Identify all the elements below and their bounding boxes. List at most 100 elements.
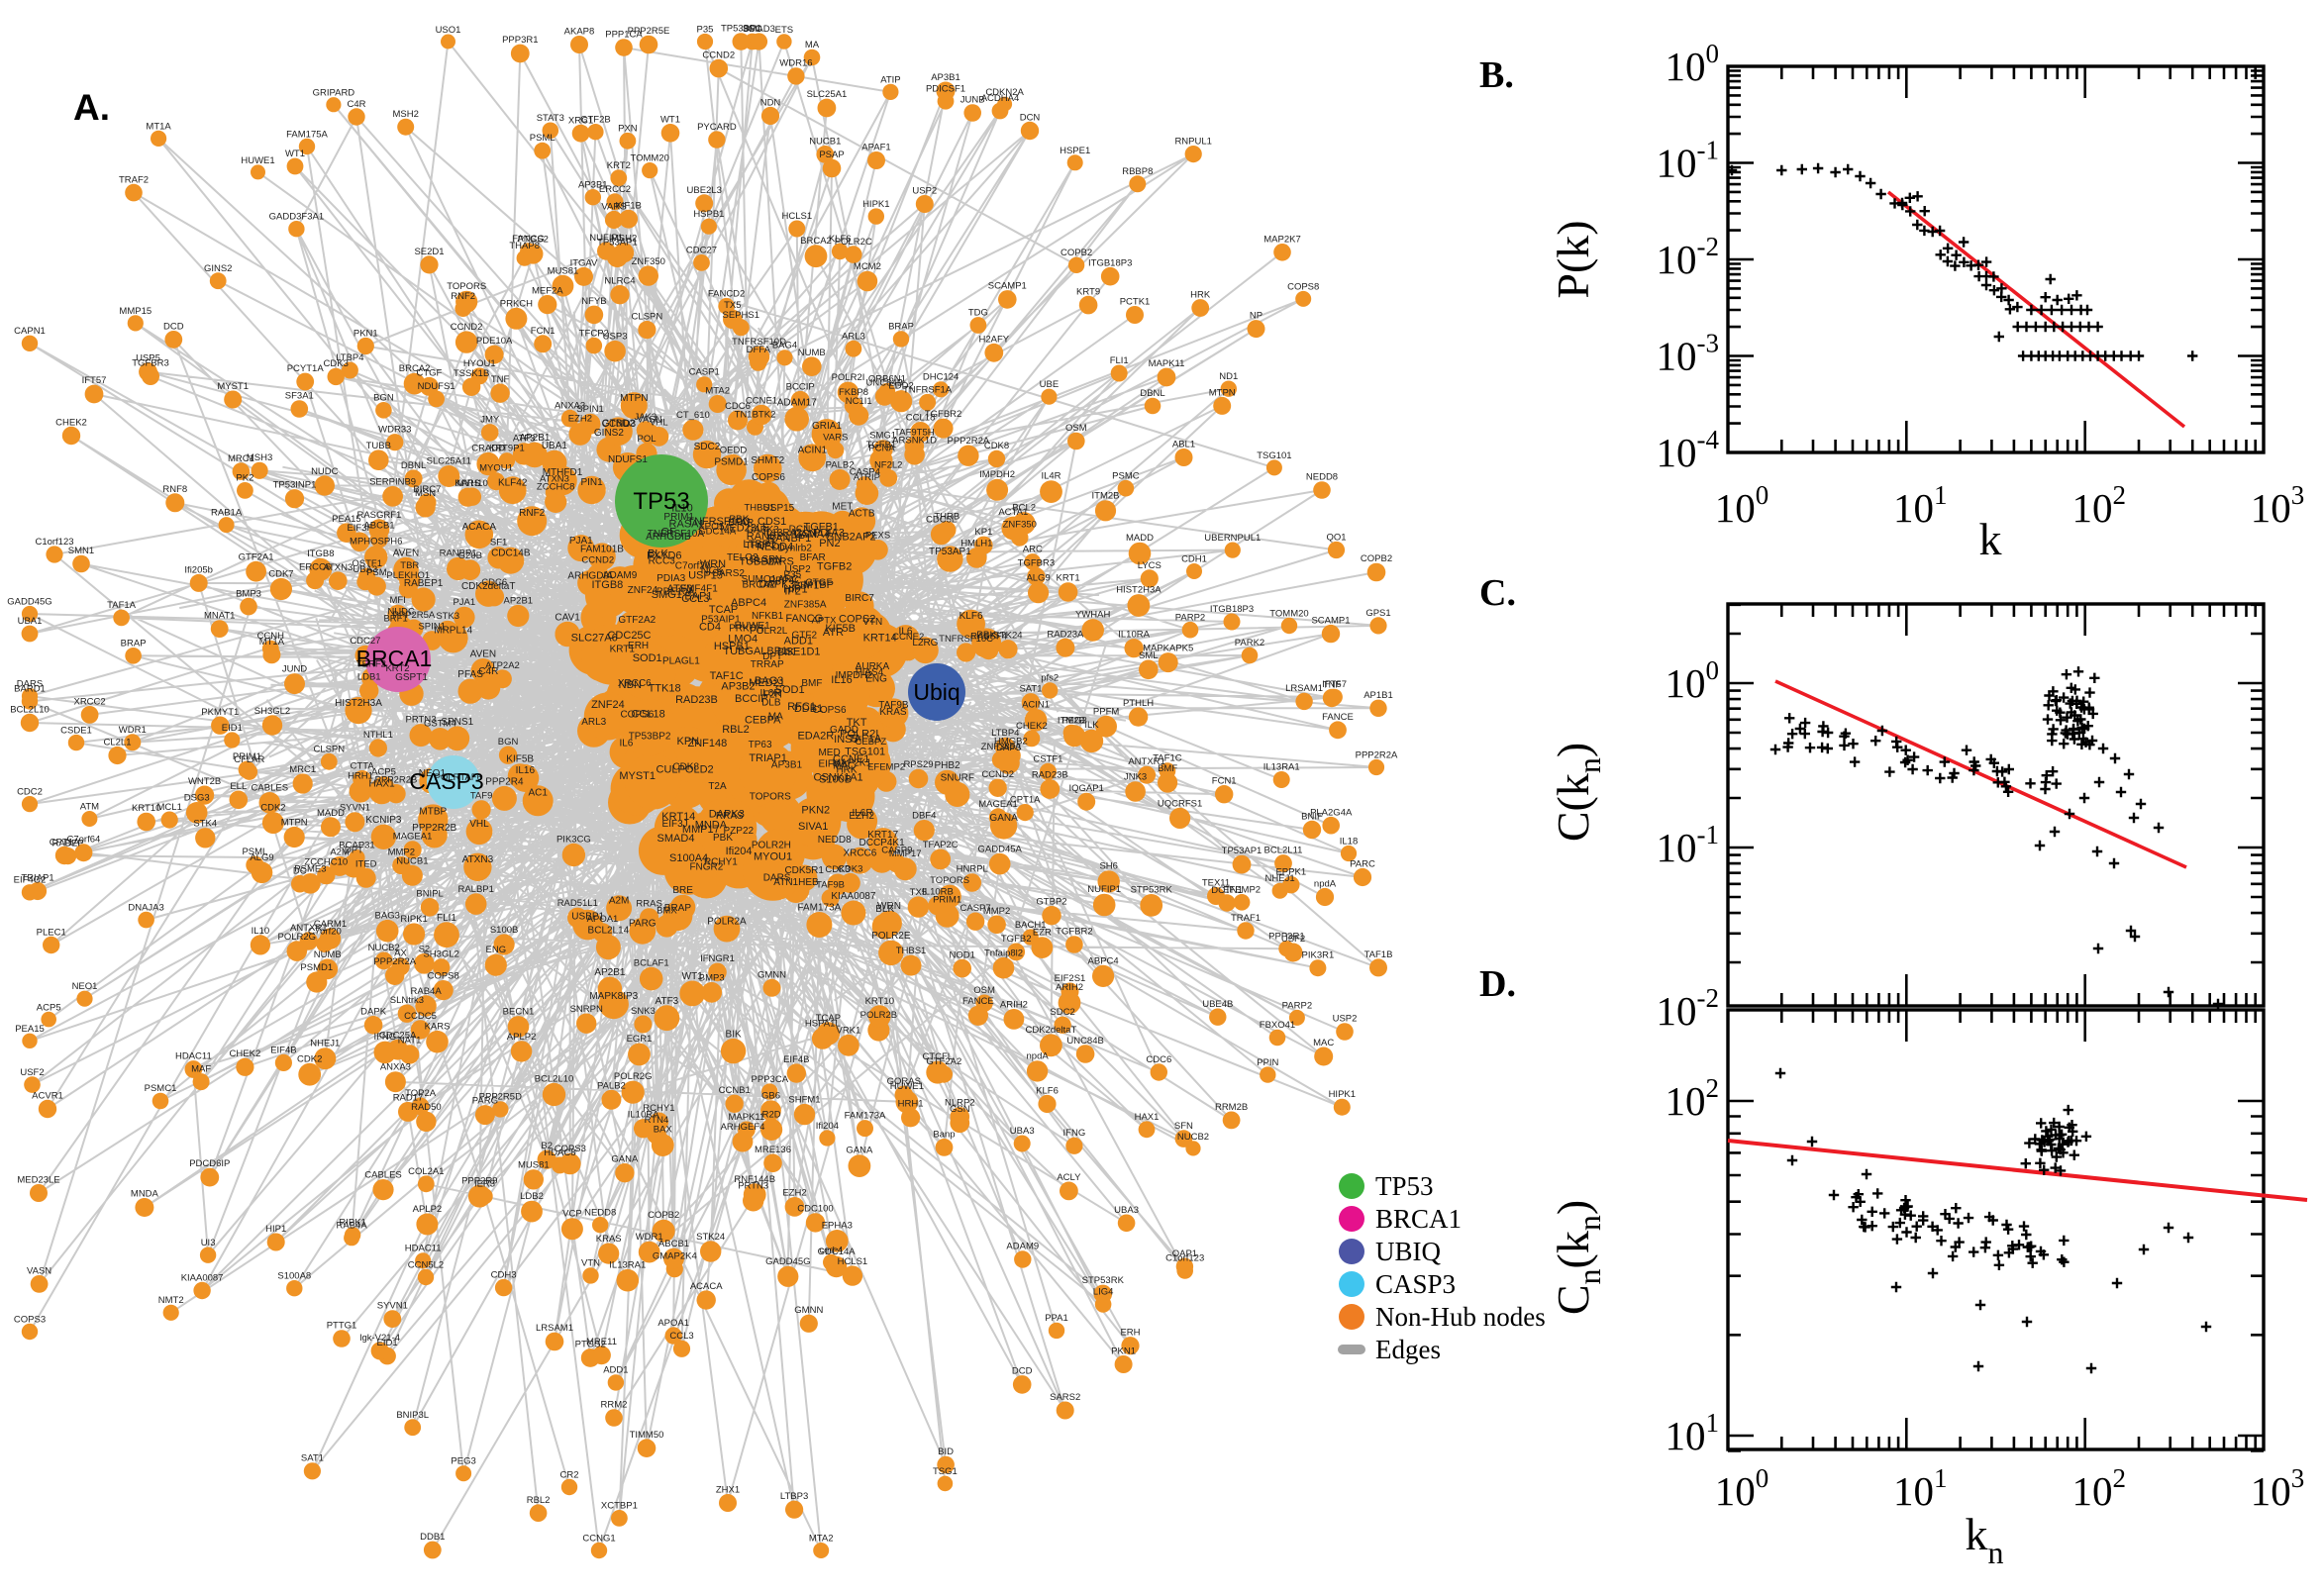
svg-text:CTCFL: CTCFL: [922, 1051, 953, 1062]
svg-text:IL13RA1: IL13RA1: [1263, 762, 1300, 773]
svg-text:CDC25A: CDC25A: [379, 1030, 417, 1041]
svg-text:NCK: NCK: [701, 565, 725, 577]
svg-text:CDK3: CDK3: [324, 358, 349, 369]
svg-text:HSPA1L: HSPA1L: [805, 1018, 841, 1029]
svg-text:MNDA: MNDA: [695, 819, 728, 831]
svg-text:A2M: A2M: [609, 896, 630, 907]
svg-text:CCNE2: CCNE2: [892, 632, 924, 643]
svg-text:NEO1: NEO1: [72, 981, 98, 992]
svg-text:PRIM1: PRIM1: [933, 894, 961, 905]
svg-text:XRCC2: XRCC2: [73, 697, 105, 708]
svg-text:ACP5: ACP5: [37, 1002, 61, 1013]
svg-text:BNIF: BNIF: [1301, 811, 1323, 822]
svg-text:HUWE1: HUWE1: [890, 1081, 924, 1092]
svg-text:TUBB: TUBB: [366, 441, 391, 451]
svg-text:KRT1: KRT1: [1057, 573, 1080, 584]
svg-text:ITGB18P3: ITGB18P3: [1088, 258, 1132, 269]
svg-text:MAP2K1: MAP2K1: [833, 758, 872, 769]
svg-text:TAF1A: TAF1A: [107, 600, 137, 611]
svg-text:PARP2: PARP2: [1282, 1000, 1312, 1011]
svg-text:USP5: USP5: [136, 353, 160, 364]
svg-text:PARG: PARG: [472, 1096, 498, 1107]
svg-text:CDK3: CDK3: [838, 863, 862, 874]
svg-text:IP2: IP2: [784, 586, 801, 598]
svg-text:MUS81: MUS81: [518, 1160, 550, 1171]
svg-text:SE1D1: SE1D1: [786, 647, 821, 658]
svg-text:HMGB2: HMGB2: [994, 737, 1028, 748]
svg-text:UBIQ: UBIQ: [1375, 1237, 1441, 1266]
svg-text:DCN: DCN: [789, 525, 811, 536]
svg-text:PPP2R4: PPP2R4: [485, 776, 524, 787]
svg-text:Tnfaip8l2: Tnfaip8l2: [984, 948, 1023, 958]
svg-text:STAT3: STAT3: [537, 113, 564, 124]
svg-text:WT1: WT1: [285, 149, 305, 159]
svg-text:VTN: VTN: [581, 1258, 600, 1269]
svg-text:C7orf64: C7orf64: [66, 835, 100, 846]
svg-text:MET: MET: [832, 501, 853, 512]
svg-text:C4R: C4R: [347, 99, 365, 110]
svg-text:MAGEA1: MAGEA1: [978, 799, 1018, 810]
svg-text:RAD23B: RAD23B: [675, 694, 718, 706]
svg-text:VHL: VHL: [650, 418, 667, 429]
svg-text:SOD1: SOD1: [775, 684, 805, 696]
svg-text:NEDD8: NEDD8: [1306, 472, 1338, 483]
svg-text:UNC84B: UNC84B: [866, 377, 904, 388]
svg-text:BCAP31: BCAP31: [339, 841, 374, 851]
svg-text:102: 102: [1666, 1073, 1720, 1124]
svg-text:KLF42: KLF42: [498, 477, 528, 488]
svg-text:ILK: ILK: [1084, 720, 1099, 731]
svg-text:RIPK1: RIPK1: [400, 914, 427, 925]
svg-text:JUNB: JUNB: [960, 95, 985, 106]
svg-text:USP15: USP15: [763, 503, 795, 514]
svg-text:TP53INP1: TP53INP1: [273, 480, 317, 491]
svg-text:MNDA: MNDA: [131, 1189, 159, 1200]
svg-text:RAD51L1: RAD51L1: [557, 898, 598, 909]
svg-text:PDICSF1: PDICSF1: [926, 83, 965, 94]
svg-text:Banp: Banp: [933, 1129, 955, 1140]
svg-text:GSN: GSN: [793, 529, 817, 541]
svg-text:PRKCH: PRKCH: [500, 298, 533, 309]
svg-text:MAPKAPK5: MAPKAPK5: [1143, 644, 1193, 654]
svg-text:POLR2I: POLR2I: [832, 372, 865, 383]
svg-text:SMG1: SMG1: [652, 589, 682, 601]
svg-text:PSM: PSM: [366, 567, 387, 578]
svg-text:WDR16: WDR16: [779, 58, 812, 69]
svg-text:UNC84B: UNC84B: [1066, 1036, 1104, 1047]
svg-text:ABCB1: ABCB1: [363, 521, 394, 532]
svg-text:CCND2: CCND2: [451, 322, 483, 333]
svg-text:SMF4F1: SMF4F1: [679, 584, 718, 595]
svg-text:MUS81: MUS81: [548, 265, 579, 276]
svg-text:CPT1A: CPT1A: [1010, 795, 1041, 806]
svg-text:KRT9P1: KRT9P1: [489, 444, 525, 454]
svg-text:IL16: IL16: [516, 765, 536, 776]
svg-text:CCDC5: CCDC5: [404, 1011, 437, 1022]
svg-text:PEG3: PEG3: [451, 1456, 475, 1467]
svg-text:PPP3R1: PPP3R1: [502, 35, 538, 46]
svg-text:AP1B1: AP1B1: [1364, 690, 1393, 701]
svg-text:CT_610: CT_610: [676, 410, 710, 421]
svg-text:IL16: IL16: [831, 674, 852, 686]
svg-text:CARM1: CARM1: [314, 919, 347, 930]
svg-text:UBA3: UBA3: [353, 564, 377, 575]
svg-text:HDAC8: HDAC8: [544, 1147, 575, 1158]
svg-text:FAM173A: FAM173A: [797, 903, 841, 914]
svg-text:HUWE1: HUWE1: [241, 155, 274, 166]
svg-text:UBA3: UBA3: [1010, 1126, 1035, 1137]
svg-text:PIK3CG: PIK3CG: [556, 834, 591, 845]
svg-text:COL2A1: COL2A1: [408, 1166, 444, 1177]
svg-text:GTF2A2: GTF2A2: [618, 615, 656, 626]
svg-text:RCC3: RCC3: [649, 555, 676, 566]
svg-text:NBN: NBN: [619, 679, 642, 691]
svg-text:TAF9B: TAF9B: [878, 700, 909, 711]
svg-text:BFAR: BFAR: [728, 518, 754, 529]
svg-text:PARC: PARC: [1350, 858, 1375, 869]
svg-text:lgk-V21-4: lgk-V21-4: [359, 1333, 400, 1344]
svg-text:CDK2deltaT: CDK2deltaT: [1026, 1025, 1077, 1036]
svg-text:THBS1: THBS1: [896, 946, 927, 956]
svg-text:TNFRSF1A: TNFRSF1A: [903, 384, 953, 395]
svg-text:MAF: MAF: [191, 1064, 211, 1075]
svg-text:FXYD6: FXYD6: [647, 549, 681, 561]
svg-text:CDC100: CDC100: [797, 1204, 833, 1215]
svg-text:NLRP2: NLRP2: [945, 1098, 975, 1109]
svg-text:HSPB1: HSPB1: [693, 209, 724, 220]
